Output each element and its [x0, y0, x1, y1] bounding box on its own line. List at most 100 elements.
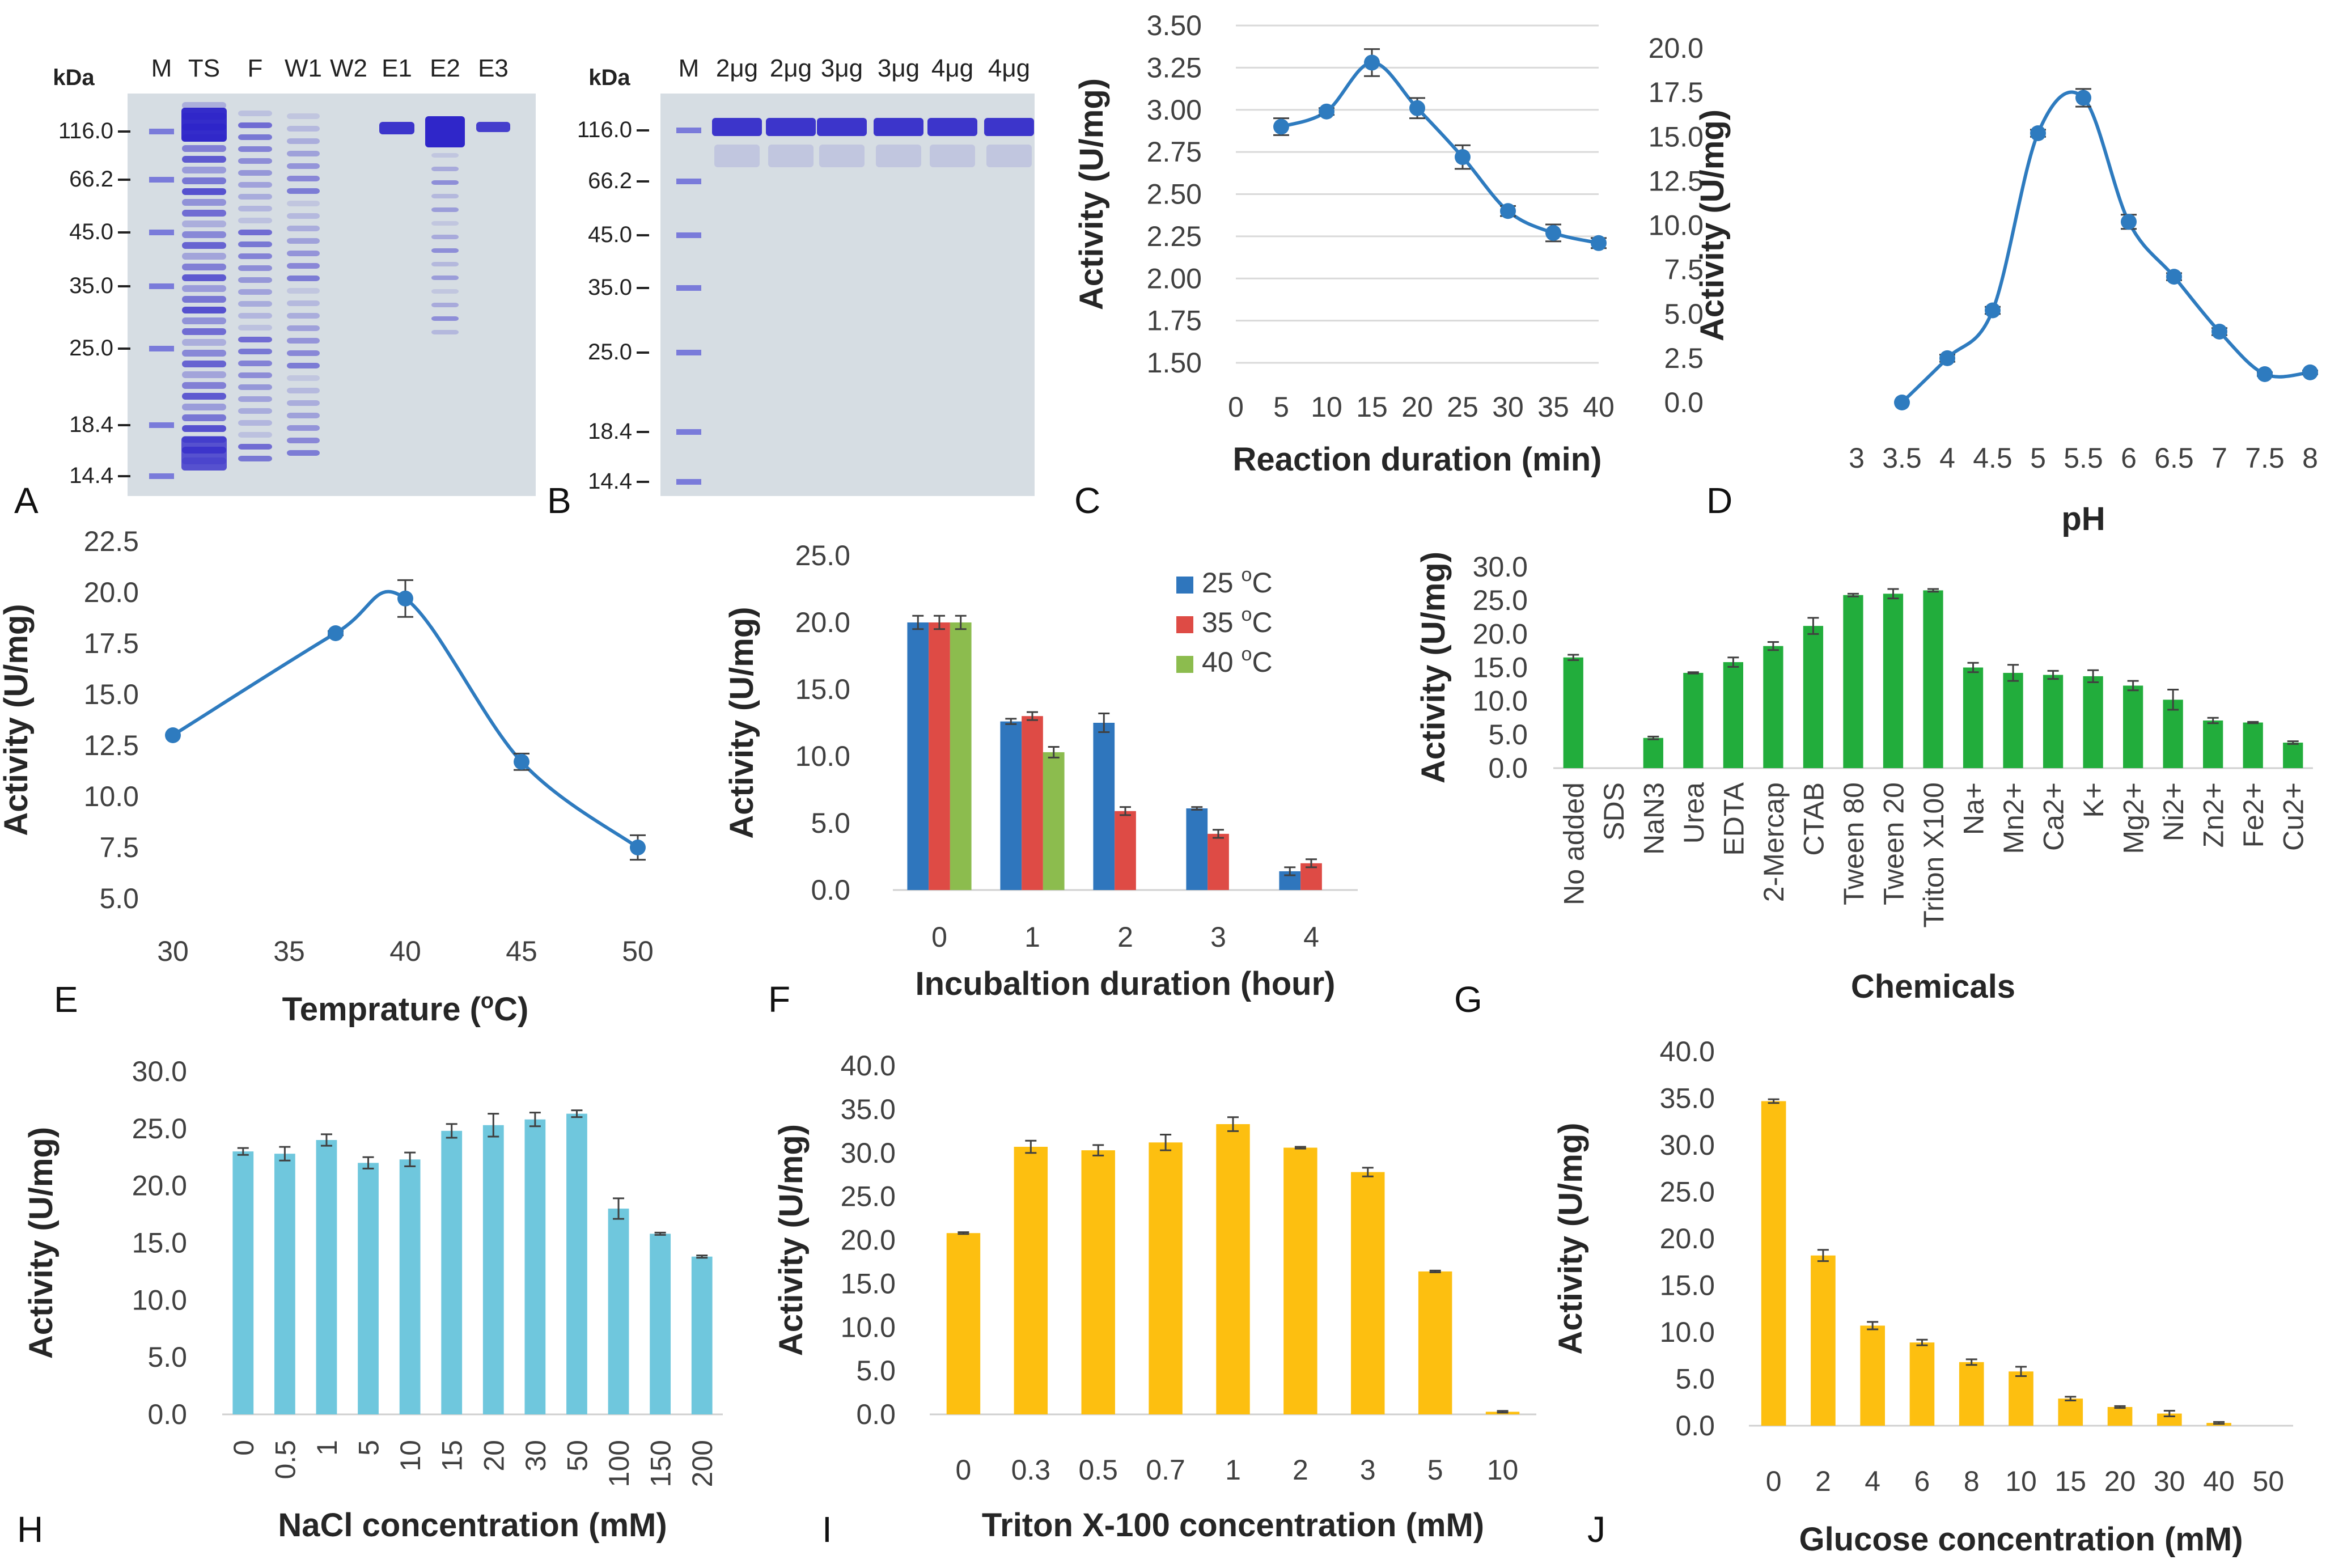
y-tick-label: 12.5: [1649, 165, 1704, 197]
protein-band: [238, 194, 272, 200]
bar: [1043, 752, 1065, 890]
x-axis-title: Reaction duration (min): [1233, 441, 1602, 478]
y-tick-label: 15.0: [795, 673, 850, 705]
protein-band: [238, 349, 272, 354]
panel-label: A: [14, 480, 39, 521]
marker-label: 35.0: [69, 273, 113, 298]
bar: [2107, 1407, 2133, 1426]
x-tick-label: 50: [2253, 1465, 2285, 1497]
x-tick-label: 1: [311, 1440, 343, 1456]
y-tick-label: 10.0: [1660, 1316, 1715, 1348]
protein-band: [986, 145, 1032, 167]
protein-band: [238, 432, 272, 438]
lane-label: 4μg: [988, 54, 1030, 82]
lane-label: 2μg: [770, 54, 812, 82]
x-tick-label: 0: [1766, 1465, 1782, 1497]
data-point: [1985, 302, 2001, 319]
data-point: [1319, 103, 1334, 120]
x-tick-label: 7.5: [2245, 442, 2285, 474]
series-line: [172, 590, 639, 849]
y-tick-label: 0.0: [1675, 1410, 1715, 1442]
x-tick-label: 8: [1964, 1465, 1980, 1497]
x-tick-label: Tween 80: [1838, 782, 1870, 905]
protein-band: [238, 253, 272, 259]
x-tick-label: 30: [157, 935, 189, 967]
bar: [946, 1233, 981, 1414]
bar: [1959, 1362, 1984, 1426]
bar: [1115, 811, 1136, 890]
y-tick-label: 30.0: [1473, 551, 1528, 583]
marker-label: 18.4: [69, 412, 113, 437]
protein-band: [379, 122, 414, 134]
bar: [1208, 833, 1229, 890]
y-tick-label: 5.0: [1664, 298, 1704, 330]
lane-label: 3μg: [821, 54, 863, 82]
panel-label: E: [54, 979, 78, 1020]
marker-band: [149, 473, 174, 479]
panel-label: C: [1074, 480, 1100, 521]
protein-band: [431, 235, 459, 239]
y-tick-label: 0.0: [1664, 387, 1704, 418]
protein-band: [431, 248, 459, 253]
y-tick-label: 20.0: [132, 1170, 187, 1202]
y-tick-label: 2.75: [1147, 136, 1202, 168]
x-tick-label: 30: [2154, 1465, 2185, 1497]
bar: [358, 1163, 379, 1414]
legend-label: 35 oC: [1202, 604, 1273, 638]
protein-band: [238, 420, 272, 426]
protein-band: [182, 361, 226, 367]
bar: [1723, 662, 1743, 768]
bar: [950, 622, 972, 890]
x-tick-label: 4: [1939, 442, 1955, 474]
y-tick-label: 0.0: [147, 1399, 187, 1430]
kda-label: kDa: [53, 65, 95, 90]
protein-band: [238, 158, 272, 164]
x-tick-label: 0: [1228, 391, 1244, 423]
data-point: [1409, 100, 1425, 116]
y-tick-label: 2.5: [1664, 342, 1704, 374]
protein-band: [182, 350, 226, 357]
marker-band: [676, 479, 701, 485]
protein-band: [874, 118, 923, 136]
bar: [2157, 1413, 2182, 1426]
legend-swatch: [1176, 577, 1193, 594]
chart-G: 0.05.010.015.020.025.030.0 No added SDS NaN…: [1415, 551, 2313, 1020]
protein-band: [238, 241, 272, 247]
protein-band: [287, 226, 320, 231]
x-tick-label: 15: [2054, 1465, 2086, 1497]
bar: [1000, 721, 1022, 890]
x-tick-label: 3: [1849, 442, 1865, 474]
protein-band: [182, 145, 226, 152]
data-point: [1500, 203, 1516, 219]
x-tick-label: 3: [1360, 1454, 1376, 1486]
y-tick-label: 10.0: [795, 740, 850, 772]
marker-band: [149, 177, 174, 183]
protein-band: [431, 221, 459, 226]
chart-I: 0.0 5.0 10.0 15.0 20.0 25.0 30.0 35.0 40.0 0 0.3 0.…: [773, 1050, 1536, 1550]
x-tick-label: 4: [1865, 1465, 1880, 1497]
bar: [2058, 1399, 2083, 1426]
data-point: [2257, 366, 2273, 382]
bar: [907, 622, 929, 890]
protein-band: [238, 265, 272, 271]
chart-D: 0.0 2.5 5.0 7.5 10.0 12.5 15.0 17.5 20.0 3 3.5 4 4.5…: [1649, 32, 2318, 537]
y-tick-label: 10.0: [841, 1311, 896, 1343]
protein-band: [238, 289, 272, 295]
x-tick-label: 30: [1492, 391, 1524, 423]
y-tick-label: 3.00: [1147, 94, 1202, 126]
legend-label: 40 oC: [1202, 643, 1273, 678]
x-tick-label: 3: [1210, 921, 1226, 953]
lane-label: 2μg: [716, 54, 758, 82]
x-axis-title: Triton X-100 concentration (mM): [982, 1507, 1484, 1544]
chart-F: 0.0 5.0 10.0 15.0 20.0 25.0 0 1 2 3 4 Incubaltion d…: [723, 540, 1358, 1020]
protein-band: [182, 210, 226, 217]
bar: [274, 1154, 295, 1414]
y-tick-label: 5.0: [1675, 1363, 1715, 1395]
marker-label: 18.4: [588, 419, 632, 444]
y-tick-label: 25.0: [1473, 584, 1528, 616]
x-tick-label: 10: [2005, 1465, 2037, 1497]
y-axis-title: Activity (U/mg): [1552, 1122, 1589, 1354]
protein-band: [238, 277, 272, 283]
data-point: [328, 625, 344, 641]
y-tick-label: 15.0: [1660, 1270, 1715, 1302]
